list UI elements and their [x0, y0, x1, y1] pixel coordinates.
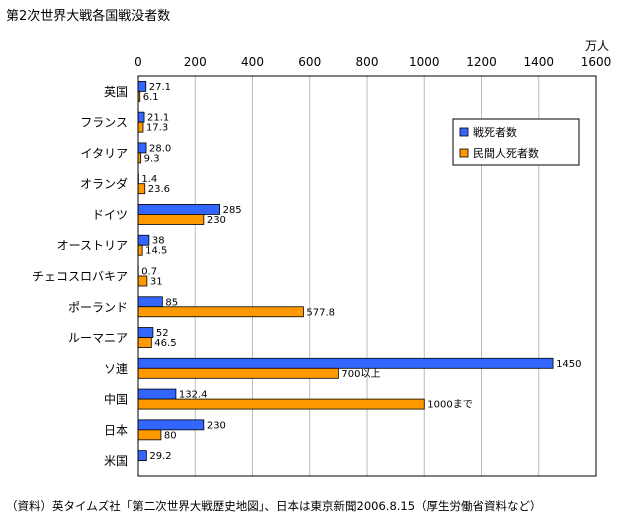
x-tick-label: 1200	[466, 55, 497, 69]
data-label: 23.6	[148, 184, 170, 195]
x-tick-label: 0	[134, 55, 142, 69]
category-label: チェコスロバキア	[32, 270, 128, 284]
data-label: 9.3	[144, 153, 160, 164]
legend: 戦死者数 民間人死者数	[452, 118, 580, 166]
bars	[137, 80, 554, 462]
data-label: 27.1	[149, 82, 171, 93]
data-label: 17.3	[146, 123, 168, 134]
data-label: 1.4	[141, 174, 157, 185]
data-labels: 27.16.121.117.328.09.31.423.62852303814.…	[141, 82, 581, 462]
x-tick-label: 800	[356, 55, 379, 69]
category-label: 日本	[104, 423, 128, 437]
bar-kills	[137, 388, 177, 400]
data-label: 80	[164, 430, 177, 441]
data-label: 1450	[556, 359, 581, 370]
unit-label: 万人	[585, 39, 609, 53]
category-label: ドイツ	[92, 208, 128, 222]
legend-box	[452, 118, 580, 166]
data-label: 29.2	[149, 451, 171, 462]
x-tick-label: 1600	[581, 55, 612, 69]
category-label: 米国	[104, 454, 128, 468]
data-label: 1000まで	[427, 399, 472, 411]
legend-label-civilians: 民間人死者数	[473, 147, 539, 160]
bar-civilians	[137, 244, 143, 256]
category-label: フランス	[80, 116, 128, 130]
x-tick-label: 600	[298, 55, 321, 69]
bar-civilians	[137, 214, 205, 225]
x-tick-label: 1000	[409, 55, 440, 69]
bar-kills	[137, 80, 147, 92]
x-tick-label: 1400	[523, 55, 554, 69]
data-label: 132.4	[179, 390, 208, 401]
bar-civilians	[137, 367, 339, 379]
category-label: 中国	[104, 392, 128, 407]
legend-label-kills: 戦死者数	[473, 126, 517, 139]
bar-kills	[137, 234, 150, 246]
data-label: 85	[165, 297, 178, 308]
category-label: ポーランド	[68, 300, 128, 314]
legend-swatch-kills	[459, 127, 469, 137]
data-label: 6.1	[143, 92, 159, 103]
plot-frame	[137, 75, 597, 477]
category-label: イタリア	[80, 146, 128, 160]
bar-kills	[137, 296, 163, 308]
data-label: 230	[207, 420, 226, 431]
category-label: オランダ	[80, 176, 128, 191]
x-axis-ticks: 0 200 400 600 800 1000 1200 1400 1600	[134, 55, 611, 69]
data-label: 31	[150, 277, 163, 288]
bar-civilians	[137, 429, 162, 441]
data-label: 577.8	[306, 307, 335, 318]
bar-kills	[137, 450, 147, 462]
bar-civilians	[137, 306, 304, 318]
x-tick-label: 400	[241, 55, 264, 69]
category-label: ルーマニア	[68, 331, 128, 345]
data-label: 28.0	[149, 143, 171, 154]
bar-kills	[137, 327, 154, 338]
bar-kills	[137, 357, 554, 369]
category-label: 英国	[104, 85, 128, 99]
data-label: 46.5	[154, 338, 176, 349]
bar-kills	[137, 142, 147, 154]
category-labels: 英国フランスイタリアオランダドイツオーストリアチェコスロバキアポーランドルーマニ…	[32, 85, 128, 468]
bar-civilians	[137, 275, 148, 287]
bar-kills	[137, 111, 145, 123]
category-label: ソ連	[104, 362, 128, 376]
data-label: 700以上	[341, 368, 380, 380]
legend-swatch-civilians	[459, 148, 469, 158]
data-label: 0.7	[141, 267, 157, 278]
data-label: 21.1	[147, 113, 169, 124]
bar-civilians	[137, 337, 152, 348]
data-label: 285	[223, 205, 242, 216]
data-label: 14.5	[145, 246, 167, 257]
bar-civilians	[137, 121, 144, 133]
bar-kills	[137, 204, 220, 215]
source-note: （資料）英タイムズ社「第二次世界大戦歴史地図」、日本は東京新聞2006.8.15…	[6, 499, 542, 513]
category-label: オーストリア	[57, 239, 128, 253]
data-label: 38	[152, 236, 165, 247]
x-tick-label: 200	[184, 55, 207, 69]
bar-kills	[137, 419, 205, 431]
chart-title: 第2次世界大戦各国戦没者数	[6, 8, 170, 24]
data-label: 230	[207, 215, 226, 226]
data-label: 52	[156, 328, 169, 339]
